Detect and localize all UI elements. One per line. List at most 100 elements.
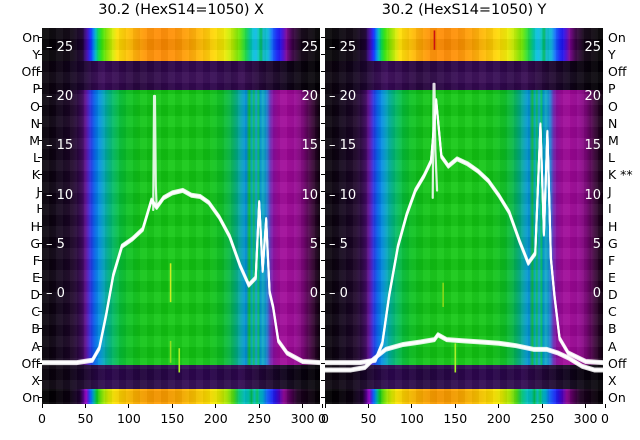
- inner-ytick-right-10-x: 10: [301, 188, 318, 203]
- axis-tick-mark: [38, 225, 42, 227]
- axis-tick-mark: [38, 37, 42, 38]
- axis-tick-mark: [38, 54, 42, 56]
- category-label-left-p-3: P: [32, 81, 40, 97]
- xtick-label: 50: [360, 411, 377, 426]
- axis-tick-mark: [38, 362, 42, 364]
- xtick-mark: [541, 404, 543, 408]
- right-xtick-250: 250: [522, 404, 562, 426]
- xtick-mark: [585, 404, 587, 408]
- category-label-right-x-20: X: [608, 372, 617, 388]
- trace-overlay-x: [42, 94, 320, 373]
- axis-tick-mark: [321, 122, 325, 124]
- axis-tick-mark: [38, 191, 42, 193]
- category-label-left-on-21: On: [22, 390, 40, 405]
- heatmap-top-band-y: [325, 28, 603, 61]
- xtick-label: 100: [116, 411, 141, 426]
- right-xtick-300: 300: [566, 404, 606, 426]
- marker-group-x: [169, 263, 181, 373]
- category-label-right-a-18: A: [608, 338, 617, 354]
- category-label-left-l-7: L: [33, 150, 40, 165]
- inner-ytick-15-y: – 15: [329, 138, 357, 153]
- axis-tick-mark: [321, 345, 325, 347]
- category-label-right-on-0: On: [608, 30, 626, 45]
- edge-ticks-right: [321, 28, 325, 404]
- category-label-right-o-4: O: [608, 98, 618, 114]
- axis-tick-mark: [321, 294, 325, 296]
- panel-title-right: 30.2 (HexS14=1050) Y: [381, 2, 547, 18]
- inner-ytick-right-10-y: 10: [584, 188, 601, 203]
- inner-ytick-right-25-x: 25: [301, 40, 318, 55]
- right-xtick-200: 200: [479, 404, 519, 426]
- axis-tick-mark: [321, 242, 325, 244]
- xtick-mark: [498, 404, 500, 408]
- inner-ytick-25-x: – 25: [46, 40, 74, 55]
- xtick-label: 0: [321, 411, 329, 426]
- xtick-mark: [258, 404, 260, 408]
- axis-tick-mark: [321, 277, 325, 278]
- axis-tick-mark: [321, 191, 325, 193]
- category-label-right-b-17: B: [608, 321, 617, 337]
- inner-ytick-20-x: – 20: [46, 89, 74, 104]
- inner-ytick-right-15-x: 15: [301, 138, 318, 153]
- category-label-left-c-16: C: [31, 304, 40, 320]
- axis-tick-mark: [321, 362, 325, 364]
- trace-group-x: [42, 94, 320, 366]
- category-label-right-y-1: Y: [608, 47, 616, 63]
- category-axis-left: OnYOffPONMLKJIHGFEDCBAOffXOn: [2, 28, 42, 404]
- axis-tick-mark: [38, 242, 42, 244]
- xtick-mark: [321, 404, 323, 408]
- xtick-mark: [215, 404, 217, 408]
- axis-tick-mark: [321, 311, 325, 313]
- heatmap-top-band-x: [42, 28, 320, 61]
- axis-tick-mark: [38, 277, 42, 278]
- axis-tick-mark: [38, 208, 42, 210]
- category-label-left-m-6: M: [29, 132, 40, 148]
- inner-ytick-5-y: – 5: [329, 237, 348, 252]
- category-label-left-g-12: G: [30, 235, 40, 251]
- spike-130: [152, 94, 158, 212]
- axis-tick-mark: [321, 71, 325, 73]
- panel-title-left: 30.2 (HexS14=1050) X: [98, 2, 264, 18]
- category-label-right-c-16: C: [608, 304, 617, 320]
- xtick-label: 0: [38, 411, 46, 426]
- category-label-right-i-10: I: [608, 201, 612, 217]
- category-label-left-d-15: D: [30, 287, 40, 303]
- heatmap-panel-y[interactable]: – 25 – 20 – 15 – 10 – 5 – 0 25 20 15 10 …: [325, 28, 603, 404]
- xtick-mark: [302, 404, 304, 408]
- x-axis-left: 0 50 100 150 200 250 300 0: [38, 404, 326, 438]
- category-label-left-e-14: E: [32, 270, 40, 285]
- axis-tick-mark: [38, 259, 42, 261]
- edge-ticks-left: [38, 28, 42, 404]
- axis-tick-mark: [38, 328, 42, 330]
- axis-tick-mark: [38, 122, 42, 124]
- category-label-right-on-21: On: [608, 390, 626, 405]
- xtick-mark: [128, 404, 130, 408]
- axis-tick-mark: [38, 157, 42, 158]
- inner-ytick-15-x: – 15: [46, 138, 74, 153]
- xtick-label: 250: [247, 411, 272, 426]
- axis-tick-mark: [321, 54, 325, 56]
- axis-tick-mark: [38, 88, 42, 90]
- category-label-left-o-4: O: [30, 98, 40, 114]
- category-label-right-k-8: K **: [608, 167, 633, 183]
- heatmap-panel-x[interactable]: – 25 – 20 – 15 – 10 – 5 – 0 25 20 15 10 …: [42, 28, 320, 404]
- category-label-left-a-18: A: [31, 338, 40, 354]
- axis-tick-mark: [321, 37, 325, 38]
- axis-tick-mark: [321, 397, 325, 398]
- heatmap-gap-upper-y: [325, 61, 603, 91]
- inner-ytick-right-15-y: 15: [584, 138, 601, 153]
- left-xtick-overflow: 0: [302, 404, 342, 426]
- heatmap-gap-upper-x: [42, 61, 320, 91]
- xtick-label: 0: [601, 411, 609, 426]
- category-label-right-j-9: J: [608, 184, 612, 200]
- dome-trace: [325, 99, 603, 364]
- category-label-left-x-20: X: [31, 372, 40, 388]
- axis-tick-mark: [38, 294, 42, 296]
- axis-tick-mark: [38, 105, 42, 107]
- category-label-left-k-8: K: [31, 167, 40, 183]
- inner-ytick-right-25-y: 25: [584, 40, 601, 55]
- xtick-mark: [411, 404, 413, 408]
- heatmap-gap-lower-y: [325, 365, 603, 389]
- xtick-label: 200: [203, 411, 228, 426]
